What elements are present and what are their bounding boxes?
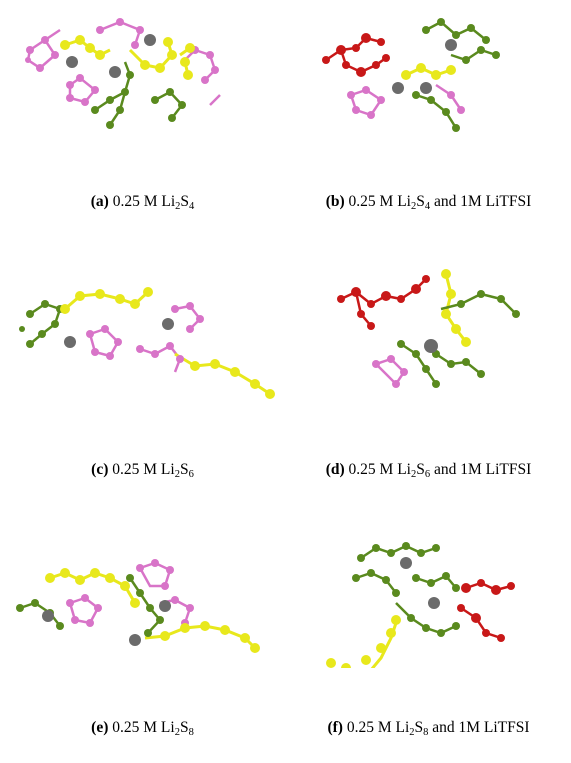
molecule-image-e xyxy=(16,559,260,653)
molecule-image-a xyxy=(25,18,221,129)
caption-f: (f) 0.25 M Li2S8 and 1M LiTFSI xyxy=(327,719,530,738)
panel-c: (c) 0.25 M Li2S6 xyxy=(0,254,285,508)
panel-f: (f) 0.25 M Li2S8 and 1M LiTFSI xyxy=(286,508,571,762)
molecule-image-b xyxy=(322,18,500,132)
caption-c: (c) 0.25 M Li2S6 xyxy=(91,461,194,480)
panel-d: (d) 0.25 M Li2S6 and 1M LiTFSI xyxy=(286,254,571,508)
caption-b: (b) 0.25 M Li2S4 and 1M LiTFSI xyxy=(325,193,532,212)
panel-a: (a) 0.25 M Li2S4 xyxy=(0,0,285,254)
caption-a: (a) 0.25 M Li2S4 xyxy=(90,193,195,212)
panel-b: (b) 0.25 M Li2S4 and 1M LiTFSI xyxy=(286,0,571,254)
caption-d: (d) 0.25 M Li2S6 and 1M LiTFSI xyxy=(325,461,532,480)
molecule-image-d xyxy=(337,269,520,388)
molecule-image-f xyxy=(326,542,515,668)
caption-e: (e) 0.25 M Li2S8 xyxy=(91,719,194,738)
molecule-image-c xyxy=(19,287,275,399)
panel-e: (e) 0.25 M Li2S8 xyxy=(0,508,285,762)
